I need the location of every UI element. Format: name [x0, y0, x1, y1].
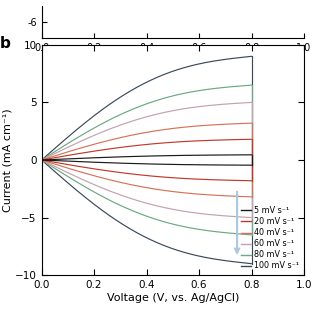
Y-axis label: Current (mA cm⁻¹): Current (mA cm⁻¹) — [2, 108, 12, 212]
X-axis label: Voltage (V, vs. Ag/AgCl): Voltage (V, vs. Ag/AgCl) — [107, 293, 239, 303]
Text: b: b — [0, 36, 11, 51]
X-axis label: Voltage (V, vs. Ag/AgCl): Voltage (V, vs. Ag/AgCl) — [111, 55, 235, 65]
Legend: 5 mV s⁻¹, 20 mV s⁻¹, 40 mV s⁻¹, 60 mV s⁻¹, 80 mV s⁻¹, 100 mV s⁻¹: 5 mV s⁻¹, 20 mV s⁻¹, 40 mV s⁻¹, 60 mV s⁻… — [240, 205, 300, 271]
